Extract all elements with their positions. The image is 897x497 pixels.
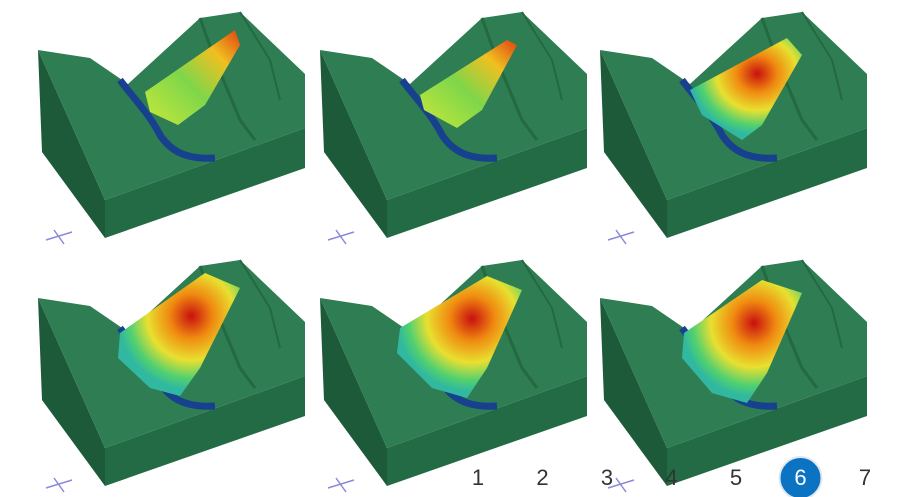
page-number[interactable]: 3 [601, 465, 613, 490]
terrain-panel [320, 260, 587, 492]
page-button-active[interactable]: 6 [780, 457, 822, 497]
terrain-panel [38, 12, 305, 244]
page-number[interactable]: 2 [536, 465, 548, 490]
page-number[interactable]: 6 [794, 465, 806, 490]
terrain-panel [600, 12, 867, 244]
page-button[interactable]: 1 [472, 465, 484, 490]
page-number[interactable]: 4 [665, 465, 677, 490]
gallery: 1 2 3 4 5 6 7 [0, 0, 897, 497]
page-number[interactable]: 1 [472, 465, 484, 490]
page: {"pagination": {"pages": [ {"label": "1"… [0, 0, 897, 497]
page-number[interactable]: 5 [730, 465, 742, 490]
page-button[interactable]: 2 [536, 465, 548, 490]
page-button[interactable]: 3 [601, 465, 613, 490]
terrain-panel [320, 12, 587, 244]
page-button[interactable]: 5 [730, 465, 742, 490]
page-button[interactable]: 7 [859, 465, 871, 490]
page-button[interactable]: 4 [665, 465, 677, 490]
page-number[interactable]: 7 [859, 465, 871, 490]
terrain-panel [38, 260, 305, 492]
terrain-panel [600, 260, 867, 492]
